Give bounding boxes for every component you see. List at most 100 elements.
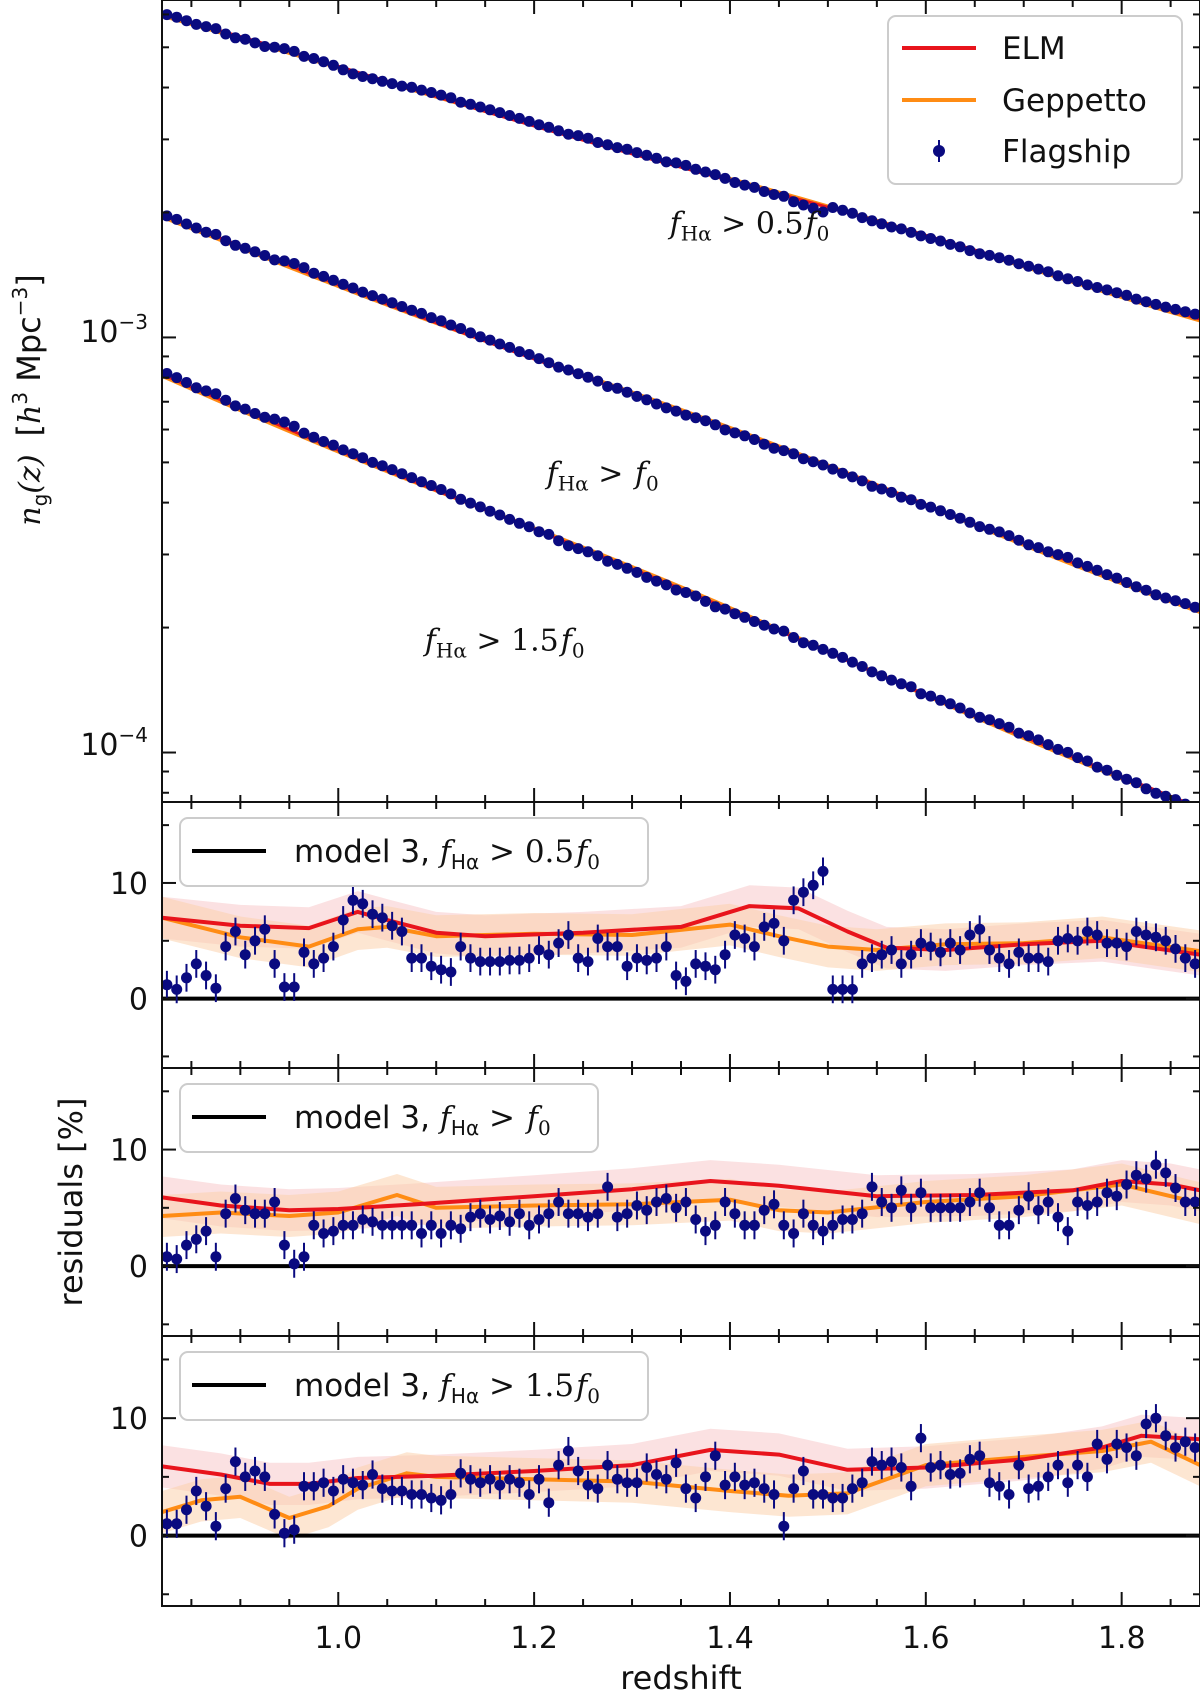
- flagship-point: [964, 245, 976, 257]
- flagship-point: [269, 958, 281, 970]
- flagship-point: [690, 1492, 702, 1504]
- flagship-point: [406, 472, 418, 484]
- flagship-point: [533, 353, 545, 365]
- flagship-point: [984, 1477, 995, 1489]
- flagship-point: [523, 349, 535, 360]
- flagship-point: [523, 521, 535, 533]
- flagship-point: [935, 235, 946, 247]
- flagship-point: [788, 448, 800, 460]
- flagship-point: [621, 386, 633, 398]
- flagship-point: [445, 1219, 457, 1231]
- flagship-point: [543, 1208, 555, 1220]
- flagship-point: [1130, 1450, 1142, 1462]
- flagship-point: [465, 98, 476, 110]
- flagship-point: [357, 71, 369, 82]
- flagship-point: [660, 402, 672, 414]
- flagship-point: [1013, 258, 1025, 270]
- flagship-point: [229, 1456, 241, 1468]
- flagship-point: [1121, 1179, 1133, 1190]
- flagship-point: [1013, 1459, 1025, 1471]
- flagship-point: [886, 674, 897, 686]
- flagship-point: [474, 1477, 486, 1489]
- flagship-point: [660, 1473, 672, 1485]
- flagship-point: [758, 438, 770, 450]
- flagship-point: [1160, 790, 1172, 802]
- flagship-point: [386, 920, 398, 932]
- flagship-point: [817, 459, 829, 471]
- x-tick-label: 1.4: [706, 1621, 754, 1656]
- flagship-point: [856, 1477, 868, 1489]
- residual-legend-label: model 3, fHα > f0: [294, 1100, 551, 1140]
- flagship-point: [1062, 1477, 1074, 1489]
- flagship-point: [259, 1208, 271, 1220]
- flagship-point: [543, 949, 555, 961]
- flagship-point: [347, 68, 359, 80]
- flagship-point: [866, 952, 878, 964]
- flagship-point: [220, 28, 232, 40]
- flagship-point: [425, 1219, 437, 1231]
- flagship-point: [562, 929, 574, 941]
- flagship-point: [846, 983, 858, 995]
- flagship-point: [592, 137, 604, 148]
- flagship-point: [1111, 287, 1123, 299]
- x-axis-title: redshift: [620, 1659, 742, 1694]
- flagship-point: [445, 488, 457, 500]
- flagship-point: [807, 456, 819, 468]
- flagship-point: [974, 248, 986, 260]
- y-tick-label: 10: [110, 1402, 148, 1437]
- flagship-point: [523, 952, 535, 964]
- flagship-point: [974, 1450, 986, 1462]
- flagship-point: [778, 1520, 790, 1532]
- flagship-point: [964, 707, 976, 719]
- flagship-point: [895, 1462, 907, 1473]
- flagship-point: [1013, 946, 1025, 958]
- flagship-point: [347, 282, 359, 294]
- flagship-point: [484, 1473, 496, 1485]
- flagship-point: [680, 975, 692, 987]
- flagship-point: [1042, 1196, 1054, 1208]
- flagship-point: [846, 207, 858, 219]
- flagship-point: [1042, 266, 1054, 278]
- flagship-point: [1072, 1196, 1084, 1208]
- flagship-point: [1140, 584, 1152, 596]
- flagship-point: [318, 436, 330, 447]
- flagship-point: [465, 1211, 476, 1223]
- flagship-point: [190, 1485, 202, 1497]
- flagship-point: [181, 218, 192, 230]
- flagship-point: [298, 1251, 310, 1263]
- flagship-point: [680, 1483, 692, 1495]
- flagship-point: [846, 471, 858, 483]
- flagship-point: [1091, 564, 1103, 576]
- flagship-point: [1081, 755, 1093, 767]
- flagship-point: [367, 290, 378, 302]
- flagship-point: [1140, 296, 1152, 308]
- flagship-point: [162, 979, 173, 991]
- flagship-point: [357, 452, 369, 464]
- flagship-point: [680, 587, 692, 598]
- flagship-point: [1032, 1480, 1044, 1492]
- flagship-point: [171, 213, 183, 225]
- flagship-point: [866, 1456, 878, 1468]
- flagship-point: [729, 177, 741, 188]
- flagship-point: [406, 81, 418, 93]
- y-tick-label-1e-4: 10−4: [80, 723, 148, 763]
- flagship-point: [964, 1453, 976, 1465]
- flagship-point: [719, 1196, 731, 1208]
- flagship-point: [797, 637, 809, 649]
- flagship-point: [1042, 546, 1054, 558]
- flagship-point: [347, 1477, 359, 1489]
- flagship-point: [915, 1432, 927, 1444]
- flagship-point: [1032, 263, 1044, 275]
- flagship-point: [651, 575, 662, 587]
- flagship-point: [915, 498, 927, 510]
- flagship-point: [376, 460, 388, 472]
- flagship-point: [592, 375, 604, 387]
- flagship-point: [748, 941, 760, 953]
- flagship-point: [181, 1504, 192, 1516]
- flagship-point: [220, 394, 232, 406]
- flagship-point: [748, 616, 760, 627]
- flagship-point: [974, 923, 986, 935]
- flagship-point: [162, 1518, 173, 1530]
- flagship-point: [690, 412, 702, 424]
- flagship-point: [249, 1208, 261, 1220]
